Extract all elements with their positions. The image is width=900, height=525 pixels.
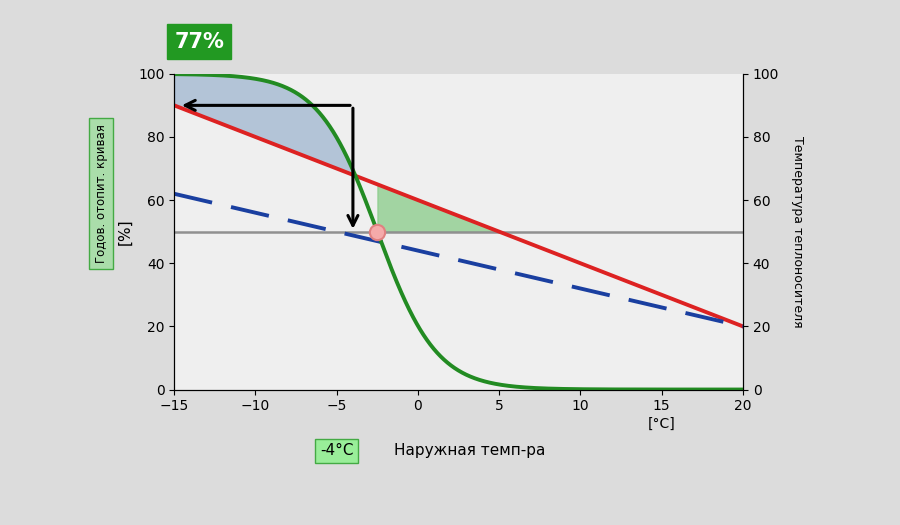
Text: -4°C: -4°C <box>320 443 354 458</box>
Y-axis label: [%]: [%] <box>118 218 132 245</box>
Y-axis label: Температура теплоносителя: Температура теплоносителя <box>791 136 804 328</box>
Text: 77%: 77% <box>175 32 224 51</box>
Text: [°C]: [°C] <box>648 416 676 430</box>
Text: Годов. отопит. кривая: Годов. отопит. кривая <box>94 124 108 263</box>
Text: Наружная темп-ра: Наружная темп-ра <box>393 443 544 458</box>
